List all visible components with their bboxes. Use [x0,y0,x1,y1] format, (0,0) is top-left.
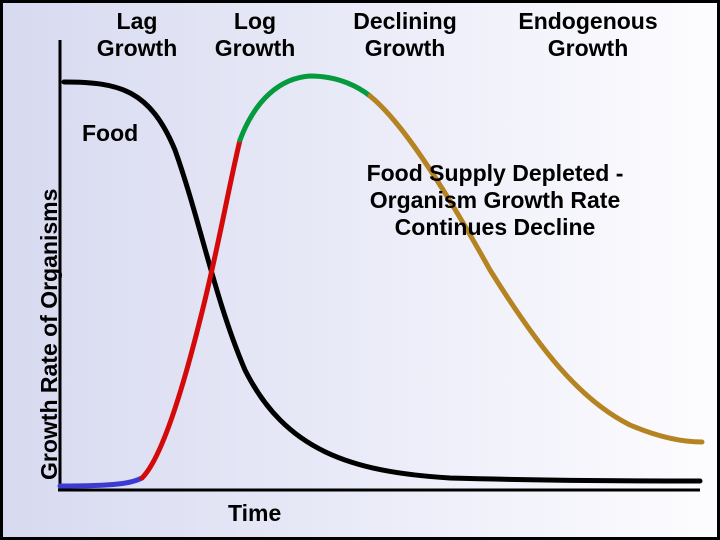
chart-stage: Growth Rate of Organisms Time Lag Growth… [0,0,720,540]
food-label: Food [82,120,138,147]
food-curve [64,82,700,481]
x-axis-label: Time [228,500,281,527]
phase-label-log: Log Growth [195,8,315,62]
declining-growth-curve [240,76,370,140]
lag-growth-curve [60,478,142,486]
depleted-annotation: Food Supply Depleted - Organism Growth R… [330,160,660,241]
phase-label-endogenous: Endogenous Growth [498,8,678,62]
phase-label-lag: Lag Growth [82,8,192,62]
phase-label-declining: Declining Growth [330,8,480,62]
endogenous-growth-curve [370,96,702,442]
chart-curves [0,0,720,540]
y-axis-label: Growth Rate of Organisms [36,189,63,480]
